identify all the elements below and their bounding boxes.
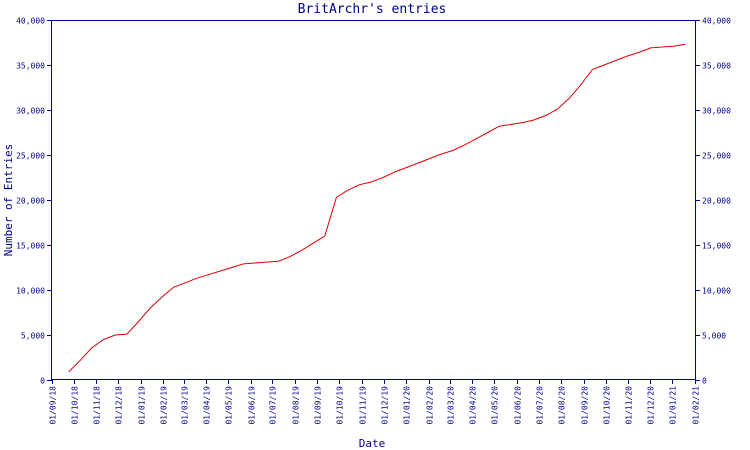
x-tick-label: 01/02/21	[692, 386, 701, 425]
series-layer	[68, 43, 686, 373]
y-tick-label-left: 15,000	[16, 242, 45, 251]
x-tick-label: 01/03/19	[181, 386, 190, 425]
y-tick-label-left: 30,000	[16, 107, 45, 116]
y-tick-label-right: 25,000	[702, 152, 731, 161]
x-tick-label: 01/05/20	[491, 386, 500, 425]
y-tick-label-left: 25,000	[16, 152, 45, 161]
x-tick-label: 01/08/19	[292, 386, 301, 425]
y-tick-label-right: 5,000	[702, 332, 726, 341]
x-tick-label: 01/09/18	[49, 386, 58, 425]
x-tick-label: 01/08/20	[558, 386, 567, 425]
y-tick-label-left: 10,000	[16, 287, 45, 296]
x-tick-label: 01/09/19	[314, 386, 323, 425]
x-tick-label: 01/07/20	[536, 386, 545, 425]
x-tick-label: 01/12/20	[647, 386, 656, 425]
y-tick-label-right: 10,000	[702, 287, 731, 296]
x-tick-label: 01/11/20	[625, 386, 634, 425]
y-axis-left: 0 5,000 10,000 15,000 20,000 25,000 30,000 35,0…	[16, 17, 52, 386]
y-tick-label-right: 15,000	[702, 242, 731, 251]
x-tick-label: 01/11/19	[359, 386, 368, 425]
chart-title: BritArchr's entries	[298, 2, 447, 17]
y-axis-right: 0 5,000 10,000 15,000 20,000 25,000 30,000 35,0…	[695, 17, 731, 386]
y-tick-label-left: 20,000	[16, 197, 45, 206]
y-tick-label-left: 40,000	[16, 17, 45, 26]
y-tick-label-right: 20,000	[702, 197, 731, 206]
y-tick-label-right: 30,000	[702, 107, 731, 116]
x-tick-label: 01/12/19	[381, 386, 390, 425]
x-tick-label: 01/04/19	[203, 386, 212, 425]
x-tick-label: 01/01/19	[138, 386, 147, 425]
y-tick-label-right: 0	[702, 377, 707, 386]
x-tick-label: 01/05/19	[225, 386, 234, 425]
x-tick-label: 01/04/20	[469, 386, 478, 425]
x-tick-label: 01/01/21	[669, 386, 678, 425]
x-axis-title: Date	[359, 437, 386, 450]
series-line	[68, 43, 686, 373]
x-tick-label: 01/10/19	[336, 386, 345, 425]
y-tick-label-right: 35,000	[702, 62, 731, 71]
x-tick-label: 01/02/20	[426, 386, 435, 425]
x-axis: 01/09/18 01/10/18 01/11/18 01/12/18 01/01/19…	[49, 380, 701, 425]
x-tick-label: 01/03/20	[447, 386, 456, 425]
plot-area-frame	[51, 20, 696, 380]
x-tick-label: 01/10/18	[71, 386, 80, 425]
x-tick-label: 01/11/18	[93, 386, 102, 425]
x-tick-label: 01/01/20	[403, 386, 412, 425]
x-tick-label: 01/06/20	[514, 386, 523, 425]
y-tick-label-left: 5,000	[21, 332, 45, 341]
y-tick-label-left: 0	[40, 377, 45, 386]
y-tick-label-left: 35,000	[16, 62, 45, 71]
y-tick-label-right: 40,000	[702, 17, 731, 26]
x-tick-label: 01/06/19	[248, 386, 257, 425]
x-tick-label: 01/07/19	[269, 386, 278, 425]
x-tick-label: 01/10/20	[603, 386, 612, 425]
x-tick-label: 01/09/20	[581, 386, 590, 425]
y-axis-title: Number of Entries	[2, 144, 15, 257]
x-tick-label: 01/12/18	[115, 386, 124, 425]
x-tick-label: 01/02/19	[160, 386, 169, 425]
